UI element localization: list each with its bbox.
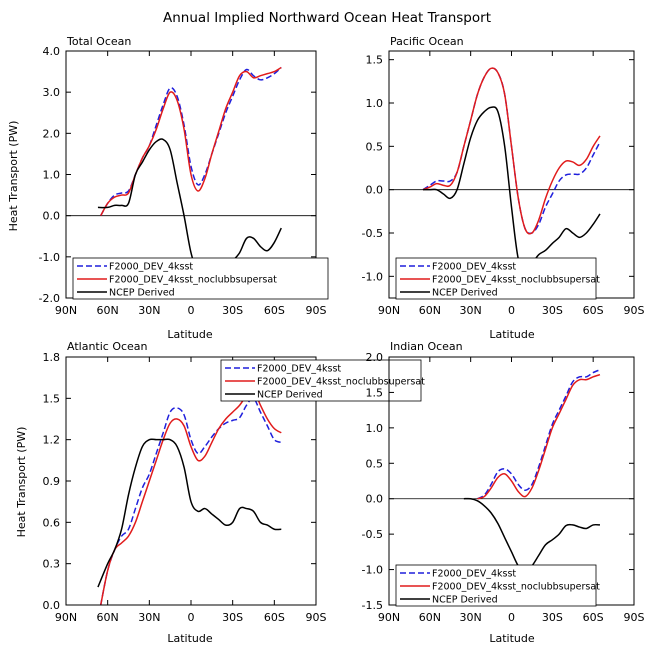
y-tick-label: 1.0 bbox=[366, 97, 384, 110]
legend-label-1: F2000_DEV_4ksst bbox=[432, 569, 516, 580]
y-tick-label: -1.5 bbox=[362, 599, 383, 612]
legend: F2000_DEV_4ksst F2000_DEV_4ksst_noclubbsu… bbox=[72, 257, 329, 300]
x-tick-label: 90N bbox=[55, 304, 77, 317]
y-tick-label: 0.3 bbox=[43, 558, 61, 571]
y-tick-label: 0.6 bbox=[43, 516, 61, 529]
x-tick-label: 60N bbox=[97, 304, 119, 317]
legend-label-3: NCEP Derived bbox=[109, 288, 175, 299]
series-line-3 bbox=[463, 497, 601, 574]
y-tick-label: -1.0 bbox=[39, 251, 60, 264]
legend-label-3: NCEP Derived bbox=[432, 595, 498, 606]
series-line-1 bbox=[100, 66, 282, 217]
y-tick-label: -0.5 bbox=[362, 528, 383, 541]
x-tick-label: 30N bbox=[460, 304, 482, 317]
y-tick-label: 3.0 bbox=[43, 86, 61, 99]
plot-area: 90N 60N 30N 0 30S 60S 90S -1.0 -0.5 0.0 0.5 1.0 1.5 bbox=[362, 50, 645, 317]
x-tick-label: 90S bbox=[306, 611, 327, 624]
series-line-3 bbox=[97, 138, 282, 285]
y-tick-label: 0.0 bbox=[366, 493, 384, 506]
x-axis-label: Latitude bbox=[167, 632, 213, 645]
series-line-2 bbox=[422, 67, 601, 235]
legend-label-1: F2000_DEV_4ksst bbox=[257, 364, 341, 375]
x-tick-label: 30S bbox=[542, 611, 563, 624]
x-tick-label: 30S bbox=[542, 304, 563, 317]
y-tick-label: 2.0 bbox=[43, 127, 61, 140]
y-tick-label: 1.0 bbox=[366, 422, 384, 435]
panel-atlantic-ocean: Atlantic Ocean Heat Transport (PW) Latit… bbox=[15, 340, 425, 645]
x-tick-label: 30N bbox=[138, 304, 160, 317]
y-tick-label: 0.0 bbox=[43, 210, 61, 223]
panel-indian-ocean: Indian Ocean Latitude 90N 60N 30N 0 30S 60S 90… bbox=[362, 340, 645, 645]
x-tick-label: 0 bbox=[508, 611, 515, 624]
y-tick-label: -2.0 bbox=[39, 292, 60, 305]
figure-title: Annual Implied Northward Ocean Heat Tran… bbox=[163, 10, 491, 26]
x-tick-label: 30N bbox=[460, 611, 482, 624]
x-tick-label: 60S bbox=[583, 611, 604, 624]
legend-label-3: NCEP Derived bbox=[257, 390, 323, 401]
legend: F2000_DEV_4ksst F2000_DEV_4ksst_noclubbsu… bbox=[395, 564, 600, 607]
y-tick-label: 0.0 bbox=[43, 599, 61, 612]
series-line-1 bbox=[477, 369, 601, 500]
y-tick-label: 1.2 bbox=[43, 434, 61, 447]
legend-label-1: F2000_DEV_4ksst bbox=[432, 262, 516, 273]
x-tick-label: 60N bbox=[419, 611, 441, 624]
legend-label-1: F2000_DEV_4ksst bbox=[109, 262, 193, 273]
panel-title: Atlantic Ocean bbox=[67, 340, 148, 353]
x-tick-label: 0 bbox=[508, 304, 515, 317]
y-axis-label: Heat Transport (PW) bbox=[15, 427, 28, 538]
series-line-2 bbox=[100, 66, 282, 217]
panel-total-ocean: Total Ocean Heat Transport (PW) Latitude… bbox=[7, 35, 329, 341]
x-tick-label: 90N bbox=[378, 304, 400, 317]
y-tick-label: 1.8 bbox=[43, 351, 61, 364]
y-tick-label: -1.0 bbox=[362, 564, 383, 577]
legend-label-2: F2000_DEV_4ksst_noclubbsupersat bbox=[432, 582, 600, 593]
x-tick-label: 90S bbox=[624, 611, 645, 624]
x-axis-label: Latitude bbox=[167, 328, 213, 341]
x-tick-label: 90S bbox=[624, 304, 645, 317]
x-axis-label: Latitude bbox=[489, 632, 535, 645]
y-axis-label: Heat Transport (PW) bbox=[7, 121, 20, 232]
legend-label-3: NCEP Derived bbox=[432, 288, 498, 299]
x-tick-label: 60N bbox=[419, 304, 441, 317]
panel-pacific-ocean: Pacific Ocean Latitude 90N 60N 30N 0 30S 60S 9… bbox=[362, 35, 645, 341]
y-tick-label: 1.5 bbox=[43, 392, 61, 405]
x-tick-label: 60S bbox=[583, 304, 604, 317]
x-tick-label: 0 bbox=[188, 304, 195, 317]
x-tick-label: 30S bbox=[222, 611, 243, 624]
x-tick-label: 90N bbox=[378, 611, 400, 624]
series-line-3 bbox=[97, 438, 282, 588]
y-tick-label: 0.5 bbox=[366, 457, 384, 470]
y-tick-label: 0.9 bbox=[43, 475, 61, 488]
y-tick-label: -1.0 bbox=[362, 270, 383, 283]
y-tick-label: 4.0 bbox=[43, 45, 61, 58]
y-tick-label: 1.5 bbox=[366, 386, 384, 399]
x-tick-label: 90S bbox=[306, 304, 327, 317]
legend-label-2: F2000_DEV_4ksst_noclubbsupersat bbox=[257, 377, 425, 388]
panel-title: Indian Ocean bbox=[390, 340, 463, 353]
legend: F2000_DEV_4ksst F2000_DEV_4ksst_noclubbsu… bbox=[220, 359, 425, 402]
y-tick-label: 1.5 bbox=[366, 54, 384, 67]
legend: F2000_DEV_4ksst F2000_DEV_4ksst_noclubbsu… bbox=[395, 257, 600, 300]
legend-label-2: F2000_DEV_4ksst_noclubbsupersat bbox=[109, 275, 277, 286]
x-tick-label: 60S bbox=[264, 304, 285, 317]
x-axis-label: Latitude bbox=[489, 328, 535, 341]
y-tick-label: -0.5 bbox=[362, 227, 383, 240]
y-tick-label: 1.0 bbox=[43, 169, 61, 182]
x-tick-label: 60N bbox=[97, 611, 119, 624]
x-tick-label: 30S bbox=[222, 304, 243, 317]
legend-label-2: F2000_DEV_4ksst_noclubbsupersat bbox=[432, 275, 600, 286]
panel-title: Total Ocean bbox=[66, 35, 131, 48]
y-tick-label: 0.0 bbox=[366, 184, 384, 197]
x-tick-label: 30N bbox=[138, 611, 160, 624]
x-tick-label: 90N bbox=[55, 611, 77, 624]
series-line-2 bbox=[477, 373, 601, 500]
legend-box bbox=[72, 257, 329, 300]
x-tick-label: 0 bbox=[188, 611, 195, 624]
panel-title: Pacific Ocean bbox=[390, 35, 464, 48]
series-line-3 bbox=[423, 106, 601, 269]
x-tick-label: 60S bbox=[264, 611, 285, 624]
y-tick-label: 0.5 bbox=[366, 140, 384, 153]
y-tick-label: 2.0 bbox=[366, 351, 384, 364]
